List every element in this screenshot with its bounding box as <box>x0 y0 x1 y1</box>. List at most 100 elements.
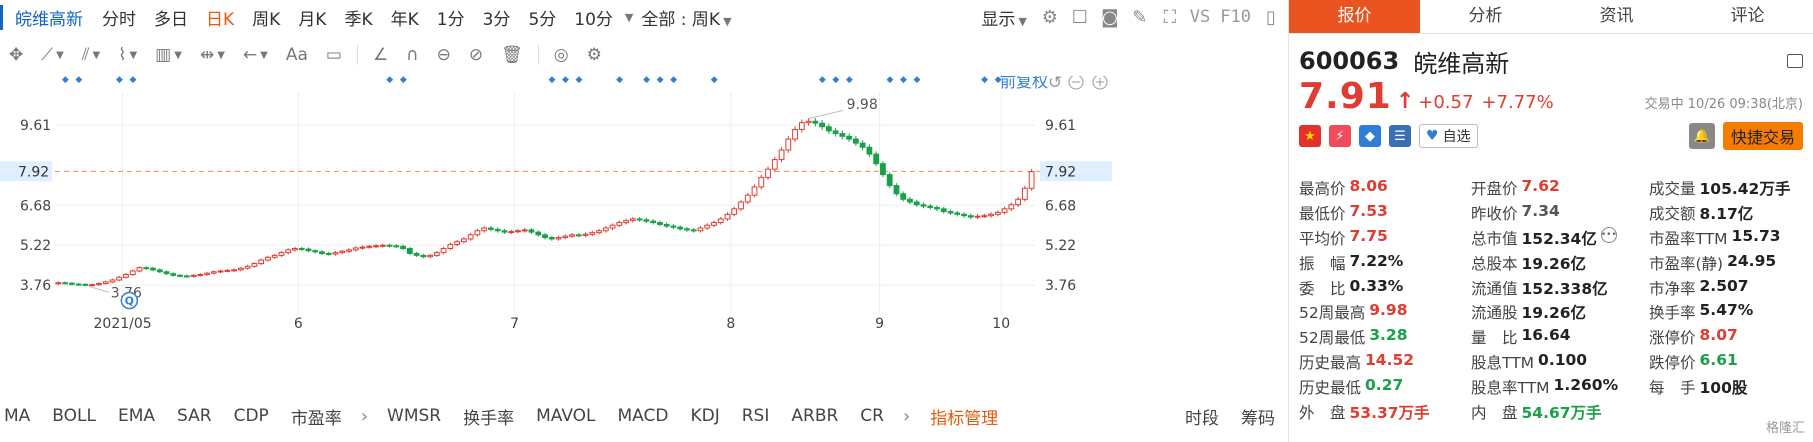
fibonacci-icon[interactable]: ▥ ▼ <box>155 45 182 65</box>
range-select[interactable]: 全部 : 周K ▼ <box>633 5 739 30</box>
indicator-manage-button[interactable]: 指标管理 <box>930 408 999 429</box>
arc-icon[interactable]: ∩ <box>406 45 419 65</box>
indicator-kdj[interactable]: KDJ <box>690 406 720 426</box>
indicator-cdp[interactable]: CDP <box>233 406 269 426</box>
period-5min[interactable]: 5分 <box>528 9 557 30</box>
chevron-right-icon[interactable]: › <box>902 405 911 427</box>
angle-icon[interactable]: ∠ <box>372 45 389 65</box>
stat-cell: 最高价 8.06 <box>1299 177 1471 199</box>
tab-analysis[interactable]: 分析 <box>1468 6 1503 26</box>
trend-line-icon[interactable]: ⟋ ▼ <box>41 45 64 65</box>
camera-icon[interactable]: ◙ <box>1101 6 1119 28</box>
eye-icon[interactable]: ◎ <box>553 45 569 65</box>
tag-icon[interactable]: ◆ <box>1359 125 1381 147</box>
f10-button[interactable]: F10 <box>1220 7 1251 27</box>
last-price: 7.91 <box>1299 76 1392 117</box>
fullscreen-icon[interactable]: ⛶ <box>1163 6 1177 28</box>
wave-icon[interactable]: ⌇ ▼ <box>118 45 138 65</box>
sidebar-toggle-icon[interactable]: ▯ <box>1266 6 1276 28</box>
hk-connect-icon[interactable]: ⚡ <box>1329 125 1351 147</box>
comment-icon[interactable]: ▭ <box>325 45 342 65</box>
indicator-boll[interactable]: BOLL <box>52 406 96 426</box>
stat-value: 1.260% <box>1553 375 1619 394</box>
cycle-icon[interactable]: ⊖ <box>436 45 451 65</box>
more-icon[interactable]: ••• <box>1600 226 1617 243</box>
period-intraday[interactable]: 分时 <box>102 9 136 30</box>
document-icon[interactable]: ☰ <box>1389 125 1411 147</box>
checkbox-icon[interactable]: ☐ <box>1071 6 1088 28</box>
candle-body <box>440 248 447 254</box>
indicator-ema[interactable]: EMA <box>117 406 156 426</box>
tab-news[interactable]: 资讯 <box>1599 6 1634 26</box>
candle-body <box>481 227 488 232</box>
menu-icon[interactable] <box>1787 54 1803 68</box>
candle-body <box>217 270 224 273</box>
trash-icon[interactable]: 🗑 <box>501 45 523 65</box>
stat-label: 振 幅 <box>1299 254 1346 273</box>
candle-body <box>988 213 994 217</box>
hide-icon[interactable]: ⊘ <box>468 45 484 65</box>
period-3min[interactable]: 3分 <box>482 9 511 30</box>
tab-comments[interactable]: 评论 <box>1730 6 1765 26</box>
stat-cell: 股息率TTM 1.260% <box>1471 376 1649 398</box>
indicator-cr[interactable]: CR <box>860 406 884 426</box>
tab-quote[interactable]: 报价 <box>1289 0 1420 33</box>
event-marker-diamond: ◆ <box>846 76 853 85</box>
indicator-turnover[interactable]: 换手率 <box>463 408 515 429</box>
zoom-out-icon[interactable] <box>1068 76 1084 90</box>
chart-pane: 皖维高新 分时 多日 日K 周K 月K 季K 年K 1分 3分 5分 10分 ▼… <box>0 4 1286 429</box>
period-weekly-k[interactable]: 周K <box>252 9 281 30</box>
reset-icon[interactable]: ↺ <box>1048 76 1062 93</box>
q-glyph: Q <box>125 295 134 308</box>
candle-body <box>873 153 880 165</box>
move-icon[interactable]: ✥ <box>9 45 24 65</box>
search-marker-icon[interactable] <box>120 291 139 310</box>
period-monthly-k[interactable]: 月K <box>298 9 327 30</box>
chevron-right-icon[interactable]: › <box>360 405 369 427</box>
settings-icon[interactable]: ⚙ <box>586 45 602 65</box>
vs-button[interactable]: VS <box>1189 7 1211 27</box>
chevron-down-icon[interactable]: ▼ <box>624 10 634 24</box>
indicator-rsi[interactable]: RSI <box>741 406 770 426</box>
chip-distribution-button[interactable]: 筹码 <box>1241 408 1275 429</box>
stat-label: 委 比 <box>1299 279 1346 298</box>
gear-icon[interactable]: ⚙ <box>1041 6 1058 28</box>
candle-body <box>339 250 346 254</box>
stock-name-tab[interactable]: 皖维高新 <box>0 4 93 30</box>
candle-body <box>994 211 1001 215</box>
add-watchlist-button[interactable]: ♥ 自选 <box>1419 124 1478 148</box>
pencil-icon[interactable]: ✎ <box>1132 6 1148 28</box>
kline-chart[interactable]: ◆ ◆ ◆ ◆ ◆ ◆ ◆ ◆ ◆ ◆ ◆ ◆ ◆ ◆ ◆ ◆ ◆ ◆ ◆ ◆ ◆ ◆ 9.61 9.61 6.68 6.68 5… <box>0 76 1286 396</box>
arrow-icon[interactable]: ← ▼ <box>242 45 268 65</box>
period-yearly-k[interactable]: 年K <box>390 9 419 30</box>
indicator-mavol[interactable]: MAVOL <box>536 406 596 426</box>
session-button[interactable]: 时段 <box>1185 408 1219 429</box>
indicator-wmsr[interactable]: WMSR <box>387 406 442 426</box>
zoom-in-icon[interactable] <box>1092 76 1108 90</box>
candle-body <box>285 249 292 254</box>
period-multiday[interactable]: 多日 <box>154 9 188 30</box>
stat-value: 0.100 <box>1538 350 1588 369</box>
period-daily-k[interactable]: 日K <box>206 9 235 30</box>
indicator-arbr[interactable]: ARBR <box>791 406 839 426</box>
stat-cell: 振 幅 7.22% <box>1299 252 1471 274</box>
period-quarterly-k[interactable]: 季K <box>344 9 373 30</box>
period-1min[interactable]: 1分 <box>436 9 465 30</box>
display-menu[interactable]: 显示 ▼ <box>973 5 1034 30</box>
bell-icon[interactable]: 🔔 <box>1688 123 1715 149</box>
adjust-mode-button[interactable]: 前复权 <box>1000 76 1048 91</box>
text-icon[interactable]: Aa <box>285 45 308 65</box>
range-measure-icon[interactable]: ⇹ ▼ <box>199 45 225 65</box>
candle-body <box>150 267 156 271</box>
indicator-pe[interactable]: 市盈率 <box>290 408 342 429</box>
candle-body <box>102 281 109 285</box>
indicator-sar[interactable]: SAR <box>177 406 212 426</box>
indicator-macd[interactable]: MACD <box>617 406 669 426</box>
stat-value: 6.61 <box>1699 350 1738 369</box>
quick-trade-button[interactable]: 快捷交易 <box>1722 122 1803 150</box>
channel-icon[interactable]: ⫽ ▼ <box>81 45 101 65</box>
indicator-ma[interactable]: MA <box>4 406 31 426</box>
period-10min[interactable]: 10分 <box>574 9 613 30</box>
candle-body <box>521 229 528 232</box>
stat-value: 19.26亿 <box>1521 254 1587 273</box>
